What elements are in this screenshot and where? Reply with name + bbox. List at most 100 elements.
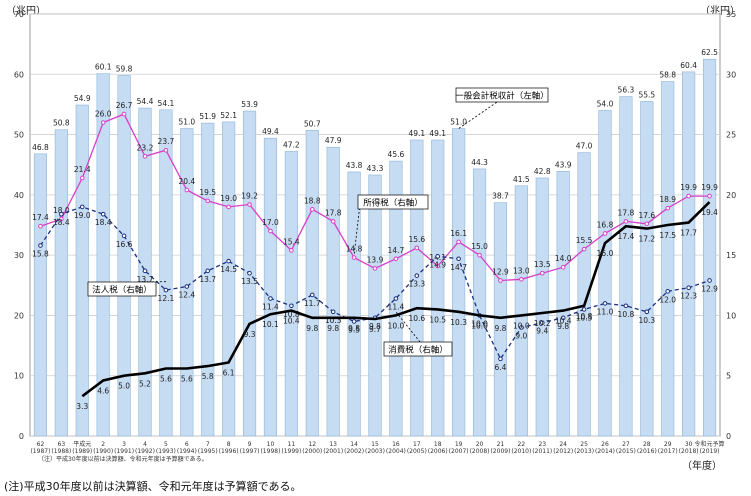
bar-value-label: 49.1 xyxy=(408,129,425,138)
line-income-tax-marker xyxy=(184,187,190,193)
line-corporate-tax-value-label: 12.0 xyxy=(659,295,676,304)
line-income-tax-marker xyxy=(226,204,231,210)
line-income-tax-marker xyxy=(79,175,85,181)
x-tick-era: 22 xyxy=(518,441,526,448)
line-income-tax-value-label: 23.2 xyxy=(137,143,154,152)
line-corporate-tax-value-label: 11.7 xyxy=(304,299,321,308)
line-income-tax-marker xyxy=(581,246,587,252)
line-income-tax-value-label: 17.8 xyxy=(325,208,342,217)
line-corporate-tax-marker xyxy=(435,254,441,259)
bar-total-tax xyxy=(598,110,612,437)
x-tick-year: (2000) xyxy=(302,448,322,455)
line-corporate-tax-marker xyxy=(79,204,85,210)
callout-label: 所得税（右軸） xyxy=(363,198,423,209)
x-tick-year: (1996) xyxy=(219,448,239,455)
x-tick-year: (2002) xyxy=(344,448,364,455)
line-consumption-tax-value-label: 9.8 xyxy=(348,324,360,333)
bar-value-label: 51.0 xyxy=(178,118,195,127)
line-consumption-tax-value-label: 10.5 xyxy=(429,315,446,324)
line-corporate-tax-marker xyxy=(226,258,231,264)
x-tick-era: 2 xyxy=(101,441,105,448)
line-income-tax-marker xyxy=(268,228,273,234)
line-income-tax-marker xyxy=(247,202,252,207)
bar-total-tax xyxy=(431,139,445,437)
line-consumption-tax xyxy=(81,201,711,398)
footnote: (注)平成30年度以前は決算額、令和元年度は予算額である。 xyxy=(4,480,302,493)
x-tick-year: (2006) xyxy=(428,448,448,455)
callout-box xyxy=(455,87,549,103)
line-corporate-tax-value-label: 11.0 xyxy=(597,307,614,316)
bar-value-label: 45.6 xyxy=(388,150,405,159)
line-corporate-tax-marker xyxy=(100,211,106,217)
line-corporate-tax-marker xyxy=(539,320,545,325)
line-corporate-tax-marker xyxy=(247,270,252,276)
line-income-tax-marker xyxy=(686,193,691,199)
line-income-tax-value-label: 16.8 xyxy=(597,220,614,229)
line-income-tax-marker xyxy=(289,248,294,253)
bar-value-label: 47.0 xyxy=(576,142,593,151)
line-corporate-tax-marker xyxy=(602,301,608,306)
line-consumption-tax-value-label: 5.2 xyxy=(139,379,151,388)
x-tick-year: (1994) xyxy=(177,448,197,455)
x-tick-era: 30 xyxy=(685,441,693,448)
bar-value-label: 54.1 xyxy=(158,99,175,108)
right-tick-label: 0 xyxy=(726,432,731,441)
line-consumption-tax-value-label: 5.6 xyxy=(160,374,172,383)
callout-leader xyxy=(458,99,501,129)
x-tick-year: (1997) xyxy=(240,448,260,455)
x-tick-year: (2010) xyxy=(511,448,531,455)
callout-leader xyxy=(353,203,361,256)
line-corporate-tax-marker xyxy=(184,284,190,289)
bar-value-label: 43.3 xyxy=(367,164,384,173)
line-income-tax-marker xyxy=(372,266,378,271)
x-tick-year: (1999) xyxy=(281,448,301,455)
x-tick-year: (2011) xyxy=(532,448,552,455)
line-corporate-tax-value-label: 12.3 xyxy=(680,292,697,301)
line-corporate-tax-value-label: 10.3 xyxy=(638,316,655,325)
x-tick-era: 9 xyxy=(248,441,252,448)
x-tick-year: (2008) xyxy=(470,448,490,455)
x-tick-year: (2001) xyxy=(323,448,343,455)
bar-total-tax xyxy=(96,73,110,437)
line-consumption-tax-value-label: 10.2 xyxy=(534,319,551,328)
line-consumption-tax-value-label: 9.8 xyxy=(494,324,506,333)
line-income-tax-value-label: 15.4 xyxy=(283,237,300,246)
line-income-tax-marker xyxy=(435,263,441,269)
x-tick-year: (1987) xyxy=(30,448,50,455)
line-corporate-tax-value-label: 9.4 xyxy=(536,327,548,336)
x-tick-year: (1990) xyxy=(93,448,113,455)
line-income-tax-value-label: 14.0 xyxy=(555,254,572,263)
bar-total-tax xyxy=(472,168,487,437)
line-income-tax-marker xyxy=(393,256,399,262)
bar-value-label: 53.9 xyxy=(241,100,258,109)
callout-label: 法人税（右軸） xyxy=(92,285,152,296)
line-income-tax-marker xyxy=(309,207,315,212)
line-corporate-tax-value-label: 11.4 xyxy=(262,303,279,312)
bar-total-tax xyxy=(556,171,570,437)
line-consumption-tax-value-label: 10.6 xyxy=(408,314,425,323)
line-consumption-tax-value-label: 10.4 xyxy=(555,317,572,326)
line-income-tax-marker xyxy=(414,245,420,251)
left-tick-label: 70 xyxy=(14,10,24,19)
line-corporate-tax-value-label: 6.4 xyxy=(494,363,506,372)
line-income-tax-marker xyxy=(163,147,169,153)
line-income-tax-value-label: 18.0 xyxy=(53,206,70,215)
bar-total-tax xyxy=(493,202,508,437)
right-tick-label: 35 xyxy=(726,10,736,19)
line-corporate-tax-value-label: 19.0 xyxy=(74,211,91,220)
bar-total-tax xyxy=(180,128,194,437)
bar-total-tax xyxy=(452,128,466,437)
left-tick-label: 0 xyxy=(19,432,24,441)
line-corporate-tax-value-label: 13.7 xyxy=(137,275,154,284)
line-income-tax-marker xyxy=(205,198,211,204)
left-tick-label: 60 xyxy=(14,70,24,79)
line-consumption-tax-value-label: 16.0 xyxy=(597,249,614,258)
bar-value-label: 56.3 xyxy=(618,86,635,95)
line-corporate-tax-value-label: 14.5 xyxy=(220,265,237,274)
line-income-tax-value-label: 13.9 xyxy=(367,255,384,264)
line-income-tax-marker xyxy=(644,221,650,227)
line-corporate-tax-value-label: 12.4 xyxy=(178,290,195,299)
x-tick-year: (2004) xyxy=(386,448,406,455)
callout-leader xyxy=(395,311,421,343)
x-tick-year: (2016) xyxy=(637,448,657,455)
